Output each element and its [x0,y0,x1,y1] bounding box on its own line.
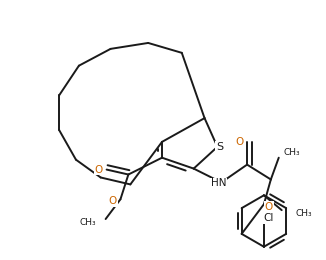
Text: Cl: Cl [264,213,274,223]
Text: O: O [235,137,243,147]
Text: O: O [95,165,103,174]
Text: O: O [265,202,273,212]
Text: CH₃: CH₃ [284,148,300,157]
Text: O: O [109,196,117,206]
Text: S: S [216,142,223,152]
Text: CH₃: CH₃ [296,209,312,218]
Text: HN: HN [211,178,226,188]
Text: CH₃: CH₃ [79,218,96,228]
